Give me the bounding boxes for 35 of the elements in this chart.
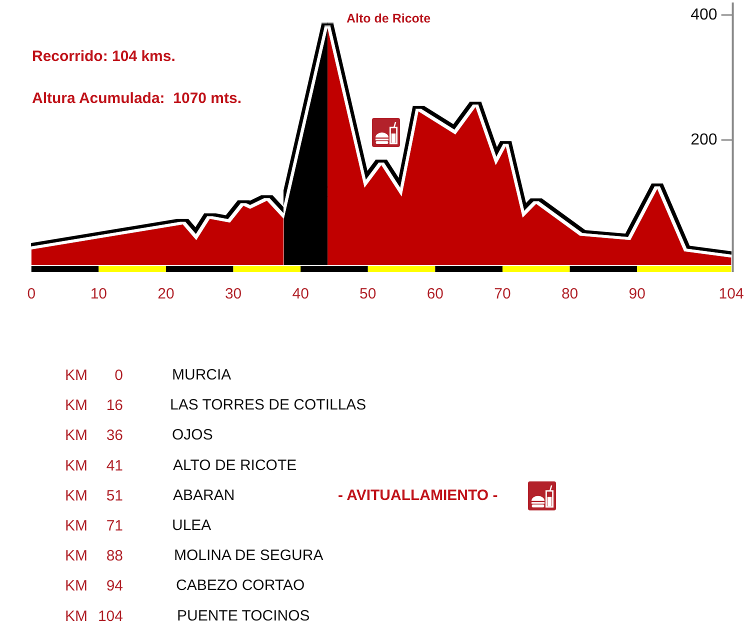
text: KM 88 (65, 547, 123, 564)
x-tick-label: 20 (158, 286, 174, 302)
text: KM 41 (65, 456, 123, 474)
text: MURCIA (172, 366, 232, 384)
x-tick-label: 60 (426, 286, 444, 302)
x-tick-label: 50 (360, 286, 376, 302)
annotation: Recorrido: 104 kms. (32, 48, 176, 65)
y-tick-label: 400 (690, 6, 718, 24)
y-tick-label: 200 (690, 132, 718, 148)
text: KM 51 (65, 486, 123, 504)
x-tick-label: 80 (561, 286, 578, 302)
annotation: Alto de Ricote (346, 12, 431, 26)
x-tick-label: 90 (628, 286, 646, 302)
x-tick-label: 104 (718, 286, 744, 302)
text: MOLINA DE SEGURA (174, 547, 324, 564)
text: KM 36 (65, 426, 123, 444)
text: ULEA (172, 517, 212, 534)
text: CABEZO CORTAO (176, 577, 305, 594)
x-tick-label: 0 (27, 286, 36, 302)
text: KM 16 (65, 396, 123, 414)
text: KM 0 (65, 366, 123, 384)
text: LAS TORRES DE COTILLAS (170, 396, 366, 414)
text: KM 104 (65, 607, 123, 624)
text: ALTO DE RICOTE (173, 456, 297, 474)
x-tick-label: 70 (494, 286, 511, 302)
x-tick-label: 10 (90, 286, 108, 302)
x-tick-label: 40 (292, 286, 309, 302)
text: ABARAN (173, 486, 235, 504)
text: KM 71 (65, 517, 123, 534)
text: - AVITUALLAMIENTO - (338, 486, 498, 504)
text: KM 94 (65, 577, 123, 594)
text: OJOS (172, 426, 213, 444)
annotation: Altura Acumulada: 1070 mts. (32, 90, 242, 107)
text: PUENTE TOCINOS (177, 607, 310, 624)
x-tick-label: 30 (224, 286, 242, 302)
